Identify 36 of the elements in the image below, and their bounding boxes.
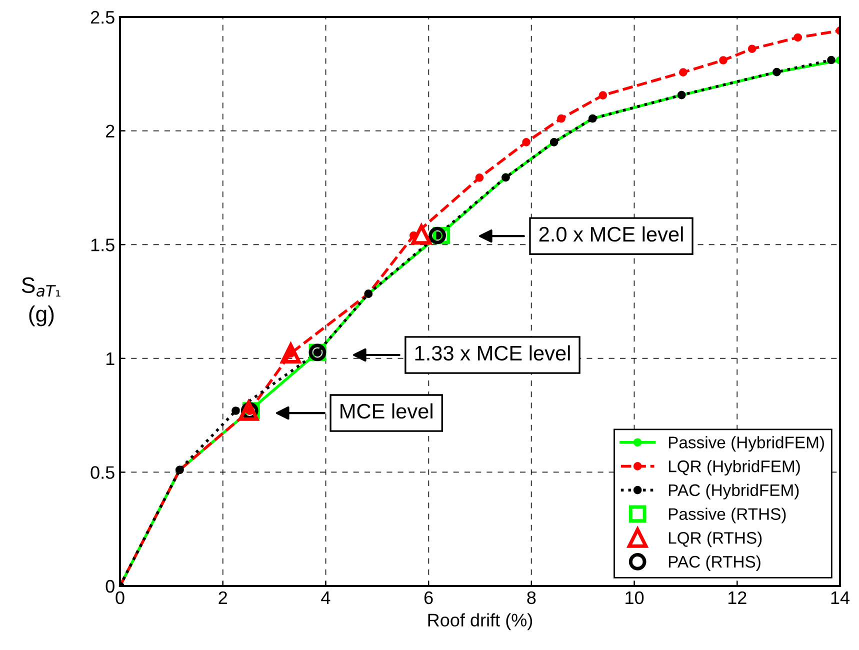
annotation: MCE level xyxy=(340,403,432,419)
x-tick-label: 8 xyxy=(527,591,536,604)
y-tick-label: 1 xyxy=(106,352,114,365)
x-tick-label: 6 xyxy=(424,591,433,604)
point xyxy=(522,138,530,146)
y-tick-label: 1.5 xyxy=(91,238,114,252)
x-tick-label: 10 xyxy=(626,591,644,604)
y-tick-label: 0 xyxy=(106,580,114,593)
legend-label: PAC (RTHS) xyxy=(668,555,760,571)
x-tick-label: 0 xyxy=(116,591,124,604)
y-tick-label: 2.5 xyxy=(90,10,114,24)
legend-label: LQR (HybridFEM) xyxy=(668,460,800,476)
legend-label: PAC (HybridFEM) xyxy=(668,484,799,500)
legend-label: LQR (RTHS) xyxy=(668,532,762,548)
x-tick-label: 14 xyxy=(831,592,850,604)
point xyxy=(748,44,756,54)
legend-label: Passive (HybridFEM) xyxy=(668,436,824,452)
y-tick-label: 0.5 xyxy=(90,466,114,479)
x-tick-label: 2 xyxy=(218,591,227,604)
point xyxy=(719,56,728,64)
y-tick-label: 2 xyxy=(106,124,114,138)
point xyxy=(557,114,566,123)
y-axis-title: S$_{aT₁}$ (g) xyxy=(22,277,60,326)
point xyxy=(678,68,688,76)
point xyxy=(428,226,446,244)
x-tick-label: 12 xyxy=(728,591,746,604)
point xyxy=(598,91,608,100)
annotation: 1.33 x MCE level xyxy=(415,345,570,361)
x-tick-label: 4 xyxy=(321,592,330,604)
point xyxy=(232,406,240,415)
annotation: 2.0 x MCE level xyxy=(539,226,683,242)
x-axis-title: Roof drift (%) xyxy=(428,613,532,630)
legend-label: Passive (RTHS) xyxy=(668,508,786,524)
point xyxy=(827,56,836,64)
point xyxy=(794,33,802,42)
point xyxy=(475,174,484,182)
